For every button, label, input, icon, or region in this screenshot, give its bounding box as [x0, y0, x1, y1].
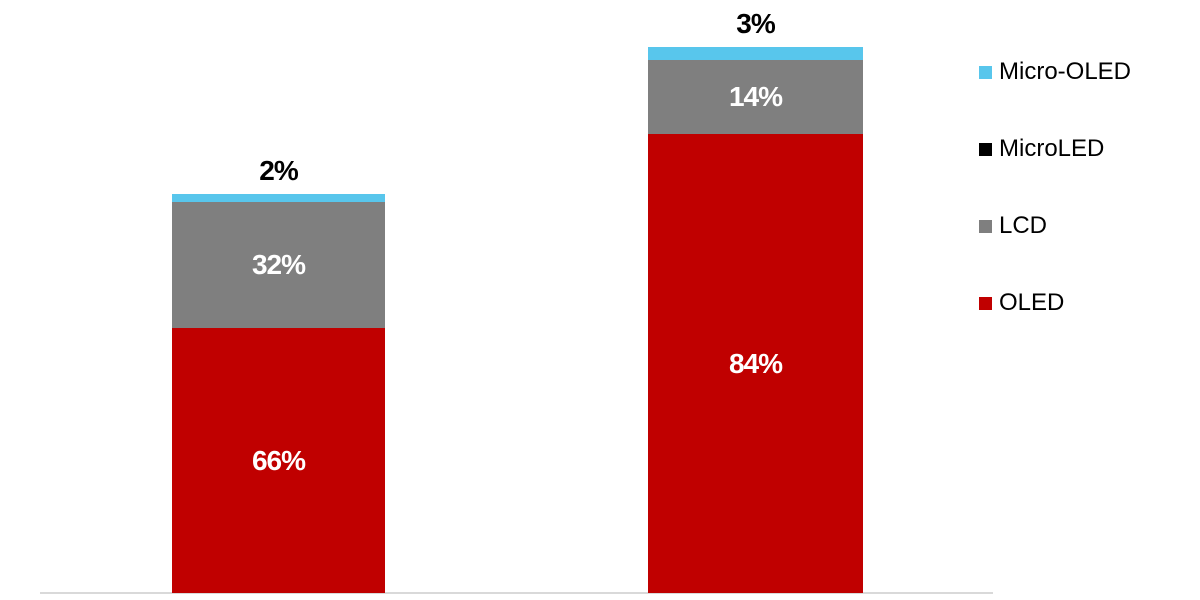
- data-label-lcd: 14%: [728, 81, 783, 112]
- bar-segment-oled: 66%: [172, 328, 385, 593]
- legend-label: LCD: [999, 212, 1048, 239]
- data-label-oled: 84%: [728, 347, 783, 379]
- data-label-micro-oled-outside: 3%: [736, 8, 775, 39]
- legend: Micro-OLED MicroLED LCD OLED: [979, 58, 1131, 317]
- legend-swatch-icon: [979, 296, 992, 310]
- legend-swatch-icon: [979, 65, 992, 79]
- data-label-oled: 66%: [251, 444, 306, 476]
- legend-item-micro-oled: Micro-OLED: [979, 58, 1131, 86]
- legend-item-lcd: LCD: [979, 212, 1131, 240]
- legend-label: Micro-OLED: [999, 58, 1132, 85]
- data-label-micro-oled-outside: 2%: [259, 155, 298, 186]
- bar-segment-lcd: 14%: [648, 60, 863, 134]
- bar-segment-micro-oled: [172, 194, 385, 202]
- legend-item-oled: OLED: [979, 289, 1131, 317]
- legend-swatch-icon: [979, 142, 992, 156]
- data-label-lcd: 32%: [251, 249, 306, 280]
- bar-segment-oled: 84%: [648, 134, 863, 593]
- legend-label: OLED: [999, 289, 1065, 316]
- legend-swatch-icon: [979, 219, 992, 233]
- x-axis-line: [40, 592, 993, 594]
- stacked-bar-2: 14% 84%: [648, 47, 863, 593]
- bar-segment-micro-oled: [648, 47, 863, 60]
- legend-item-microled: MicroLED: [979, 135, 1131, 163]
- legend-label: MicroLED: [999, 135, 1105, 162]
- stacked-bar-1: 32% 66%: [172, 194, 385, 593]
- bar-segment-lcd: 32%: [172, 202, 385, 328]
